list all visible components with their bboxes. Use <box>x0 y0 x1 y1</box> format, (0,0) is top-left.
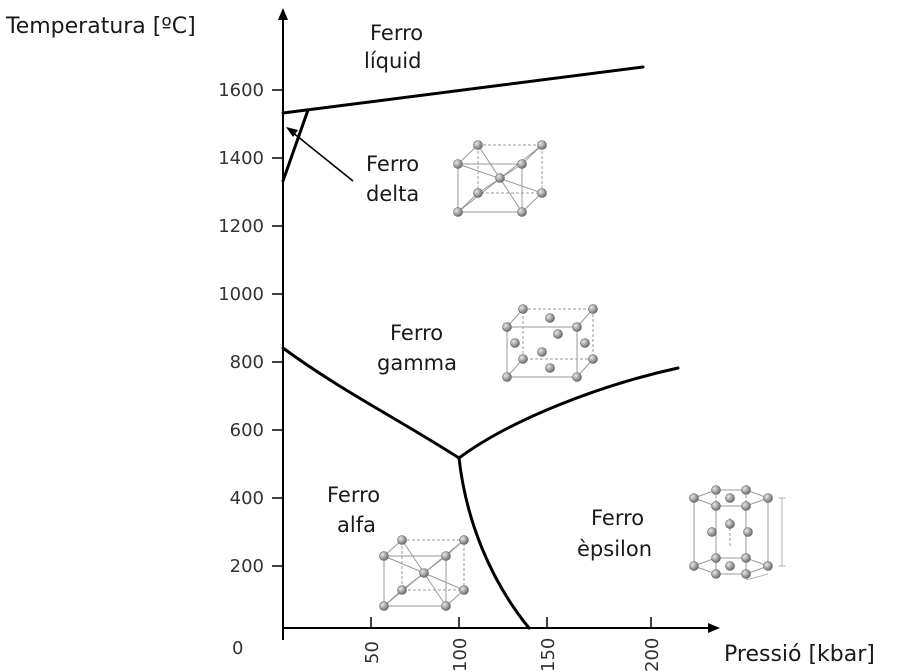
origin-label: 0 <box>232 638 243 659</box>
y-tick-label: 200 <box>230 556 264 577</box>
alfa-epsilon-boundary <box>457 456 531 630</box>
delta-boundary-line <box>281 108 310 183</box>
hcp-crystal-epsilon-icon <box>689 485 786 581</box>
gamma-epsilon-boundary <box>457 366 680 460</box>
phase-delta-label-line1: Ferro <box>366 152 419 176</box>
phase-gamma-label-line2: gamma <box>377 351 457 375</box>
phase-alfa-label-line2: alfa <box>337 513 376 537</box>
phase-alfa-label-line1: Ferro <box>327 483 380 507</box>
x-tick-label: 200 <box>642 638 663 672</box>
phase-labels: Ferro líquid Ferro delta Ferro gamma Fer… <box>327 21 652 561</box>
bcc-crystal-alfa-icon <box>379 535 469 611</box>
x-tick-label: 150 <box>538 638 559 672</box>
x-ticks: 50 100 150 200 <box>362 617 663 672</box>
delta-pointer <box>286 127 354 182</box>
phase-liquid-label-line2: líquid <box>364 49 421 73</box>
x-tick-label: 50 <box>362 641 383 664</box>
y-axis-title: Temperatura [ºC] <box>5 14 196 39</box>
y-tick-label: 600 <box>230 420 264 441</box>
phase-delta-label-line2: delta <box>366 182 419 206</box>
x-axis-title: Pressió [kbar] <box>724 642 875 667</box>
alfa-gamma-boundary <box>281 346 461 460</box>
axes <box>278 8 720 640</box>
y-axis-arrow <box>278 8 288 20</box>
delta-pointer-arrowhead <box>286 127 298 137</box>
phase-liquid-label-line1: Ferro <box>370 21 423 45</box>
bcc-crystal-delta-icon <box>453 140 547 217</box>
y-tick-label: 1600 <box>218 80 264 101</box>
y-ticks: 200 400 600 800 1000 1200 1400 1600 <box>218 80 283 577</box>
phase-gamma-label-line1: Ferro <box>390 321 443 345</box>
y-tick-label: 1400 <box>218 148 264 169</box>
y-tick-label: 1200 <box>218 216 264 237</box>
phase-boundaries <box>281 65 680 630</box>
phase-epsilon-label-line1: Ferro <box>591 506 644 530</box>
liquid-boundary-line <box>281 65 645 115</box>
delta-pointer-line <box>291 131 354 182</box>
fcc-crystal-gamma-icon <box>502 304 598 382</box>
phase-epsilon-label-line2: èpsilon <box>577 537 652 561</box>
y-tick-label: 1000 <box>218 284 264 305</box>
x-axis-arrow <box>708 623 720 633</box>
y-tick-label: 800 <box>230 352 264 373</box>
x-tick-label: 100 <box>450 638 471 672</box>
y-tick-label: 400 <box>230 488 264 509</box>
